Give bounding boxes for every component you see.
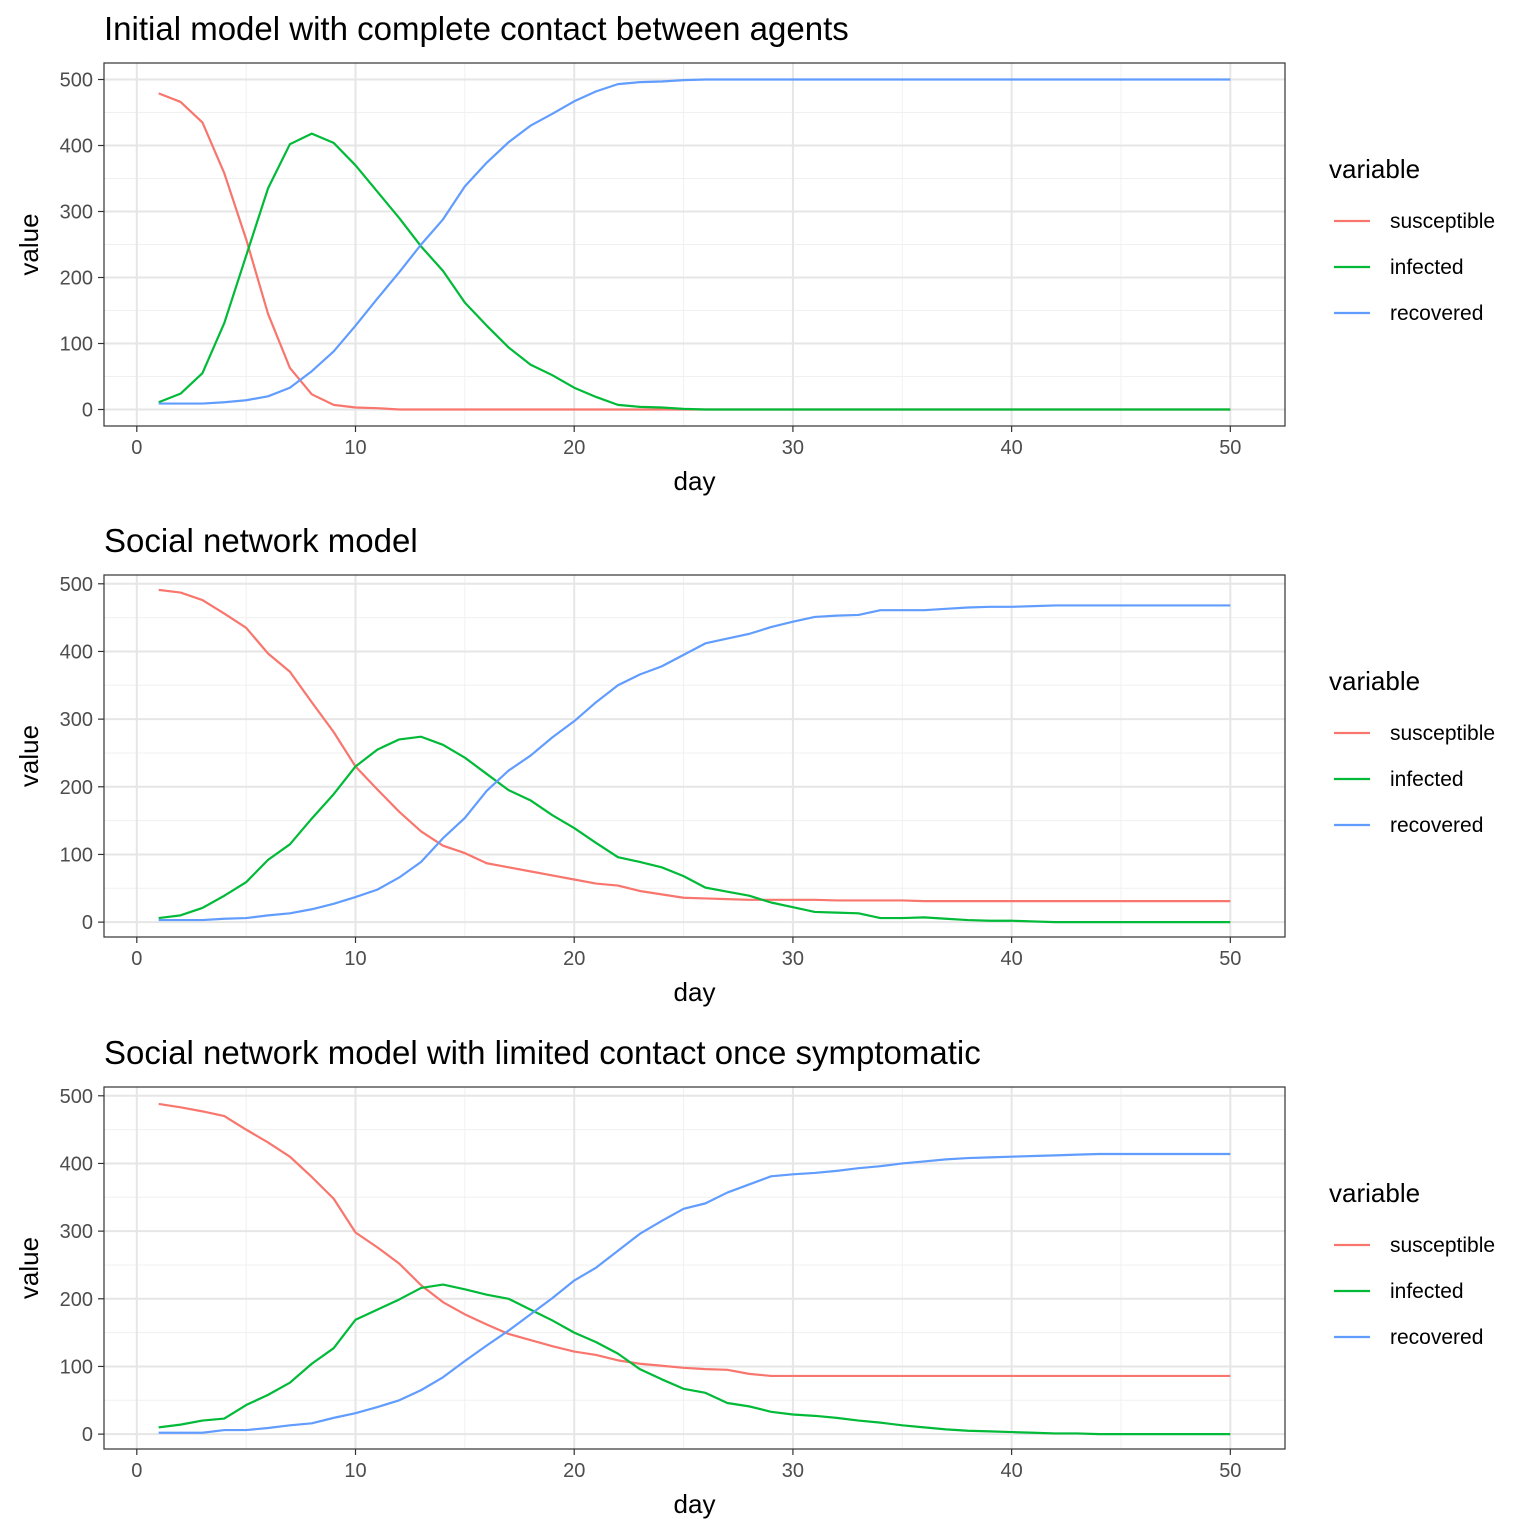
x-tick-label: 40 [1000,948,1022,970]
x-tick-label: 30 [782,948,804,970]
legend-label-susceptible: susceptible [1390,1234,1495,1257]
y-tick-label: 400 [60,641,93,663]
y-tick-label: 0 [82,1424,93,1446]
x-tick-label: 50 [1219,1460,1241,1482]
legend-title: variable [1329,154,1420,184]
x-tick-label: 40 [1000,1460,1022,1482]
y-tick-label: 100 [60,844,93,866]
y-axis: 0 100 200 300 400 500 [60,1086,104,1446]
legend-title: variable [1329,1178,1420,1208]
y-axis-title: value [14,213,44,275]
legend-label-recovered: recovered [1390,814,1483,837]
x-tick-label: 0 [131,1460,142,1482]
x-axis: 0 10 20 30 40 50 [131,1449,1241,1482]
series-line-recovered [158,78,1231,405]
chart-title: Initial model with complete contact betw… [104,10,849,47]
x-axis: 0 10 20 30 40 50 [131,937,1241,970]
x-tick-label: 10 [344,437,366,459]
x-tick-label: 10 [344,948,366,970]
legend: variable susceptible infected recovered [1329,666,1495,837]
y-tick-label: 400 [60,1153,93,1175]
series-lines [158,1102,1231,1436]
legend-label-susceptible: susceptible [1390,722,1495,745]
legend-label-susceptible: susceptible [1390,210,1495,233]
series-line-susceptible [158,1102,1231,1378]
legend-label-infected: infected [1390,1280,1464,1303]
y-tick-label: 100 [60,334,93,356]
y-axis: 0 100 200 300 400 500 [60,70,104,422]
series-line-infected [158,132,1231,411]
x-axis-title: day [674,1489,716,1519]
x-tick-label: 20 [563,437,585,459]
series-line-infected [158,1283,1231,1436]
x-axis: 0 10 20 30 40 50 [131,426,1241,459]
y-tick-label: 500 [60,1086,93,1108]
legend-label-infected: infected [1390,256,1464,279]
x-tick-label: 30 [782,1460,804,1482]
y-tick-label: 0 [82,912,93,934]
series-lines [158,78,1231,411]
y-tick-label: 0 [82,400,93,422]
y-tick-label: 500 [60,70,93,92]
x-tick-label: 50 [1219,437,1241,459]
series-line-susceptible [158,588,1231,903]
y-tick-label: 100 [60,1356,93,1378]
y-axis-title: value [14,725,44,787]
series-lines [158,588,1231,924]
y-tick-label: 300 [60,1221,93,1243]
plot-background [104,1087,1285,1449]
legend-title: variable [1329,666,1420,696]
x-tick-label: 10 [344,1460,366,1482]
gridlines [104,1087,1285,1449]
y-tick-label: 300 [60,709,93,731]
y-tick-label: 200 [60,1289,93,1311]
x-tick-label: 0 [131,948,142,970]
x-tick-label: 50 [1219,948,1241,970]
y-tick-label: 300 [60,202,93,224]
y-tick-label: 200 [60,777,93,799]
y-axis: 0 100 200 300 400 500 [60,574,104,934]
chart-title: Social network model [104,522,418,559]
panel-limited-contact-model: Social network model with limited contac… [14,1034,1495,1519]
x-tick-label: 20 [563,948,585,970]
panel-border [103,574,1286,938]
series-line-recovered [158,1152,1231,1434]
series-line-infected [158,735,1231,924]
panel-border [103,62,1286,427]
legend-label-infected: infected [1390,768,1464,791]
legend-label-recovered: recovered [1390,302,1483,325]
y-tick-label: 400 [60,136,93,158]
y-tick-label: 200 [60,268,93,290]
panel-initial-model: Initial model with complete contact betw… [14,10,1495,496]
panel-border [103,1086,1286,1450]
x-axis-title: day [674,466,716,496]
legend: variable susceptible infected recovered [1329,154,1495,325]
x-tick-label: 20 [563,1460,585,1482]
plot-background [104,575,1285,937]
legend-label-recovered: recovered [1390,1326,1483,1349]
x-tick-label: 0 [131,437,142,459]
chart-title: Social network model with limited contac… [104,1034,981,1071]
x-axis-title: day [674,977,716,1007]
y-tick-label: 500 [60,574,93,596]
x-tick-label: 40 [1000,437,1022,459]
legend: variable susceptible infected recovered [1329,1178,1495,1349]
y-axis-title: value [14,1237,44,1299]
x-tick-label: 30 [782,437,804,459]
series-line-recovered [158,604,1231,922]
